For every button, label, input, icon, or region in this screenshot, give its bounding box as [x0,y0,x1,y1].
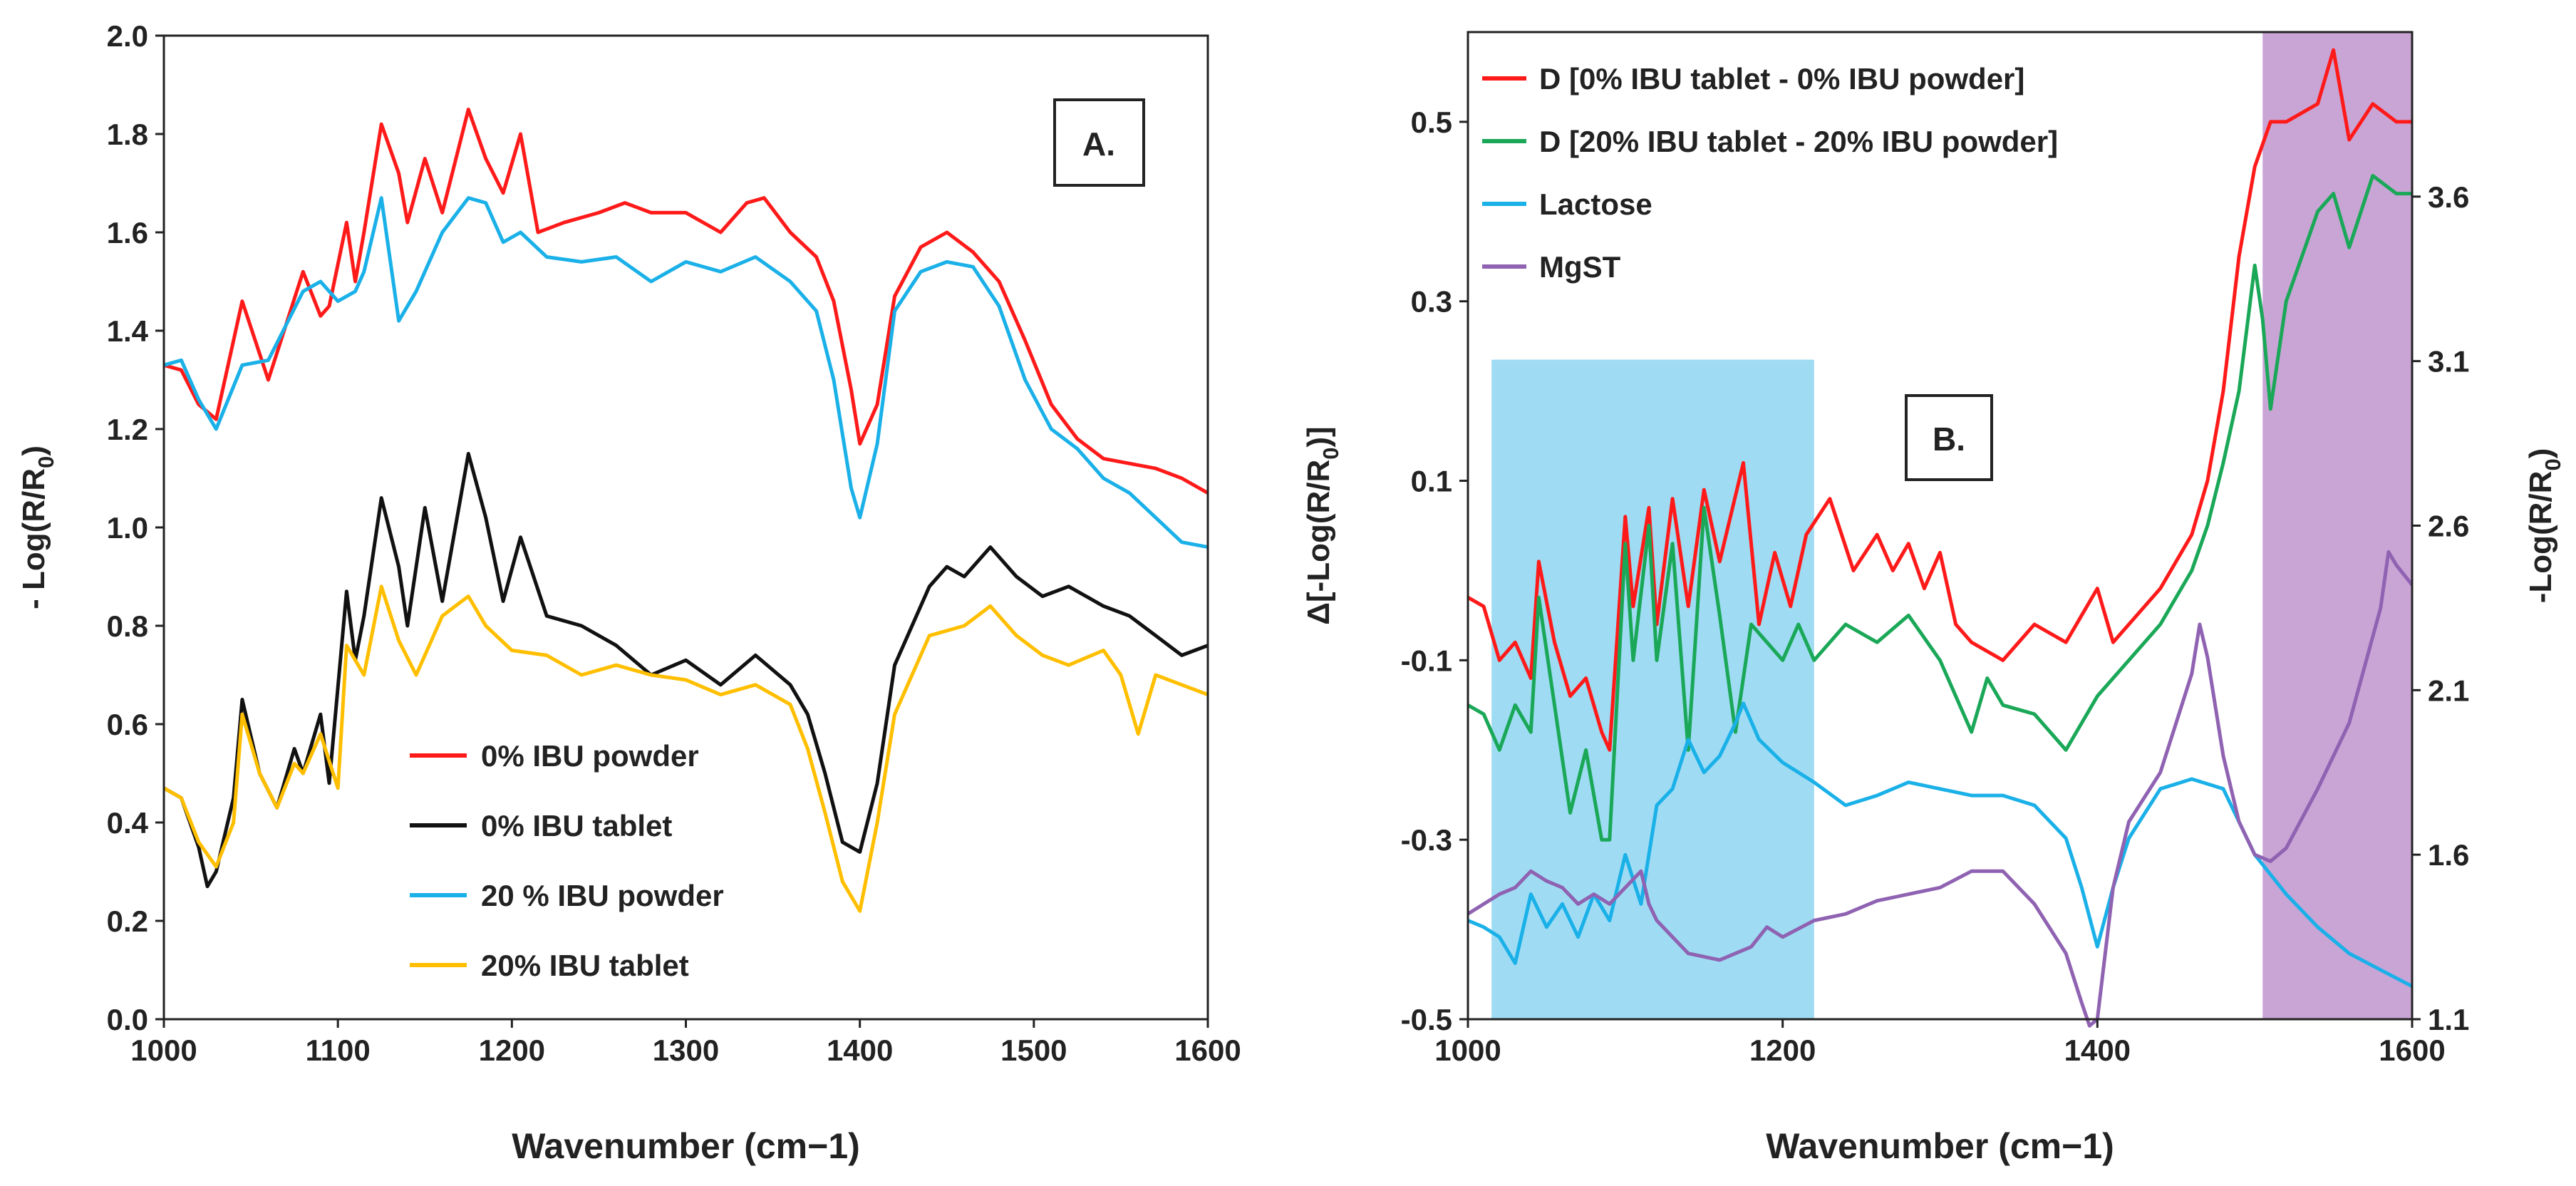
series-line-0-ibu-powder [163,108,1209,495]
series-line-d-0-ibu-tablet-0-ibu-powder [1467,48,2412,752]
y-right-tick-label: 2.6 [2428,510,2469,543]
y-tick-label: 0.6 [107,708,148,741]
x-tick-label: 1600 [2379,1033,2445,1067]
y-tick-label: 1.2 [107,413,148,446]
x-axis-label: Wavenumber (cm−1) [1766,1126,2114,1166]
y-right-tick-label: 3.1 [2428,345,2469,378]
panel-a: 1000 1100 1200 1300 1400 1500 1600 0.0 0.2 0.4 0.6… [16,19,1241,1166]
x-tick-label: 1600 [1174,1033,1241,1067]
series-line-20-ibu-powder [163,196,1209,550]
x-tick-label: 1000 [1434,1033,1501,1067]
y-left-axis-label-main: Δ[-Log(R/R [1301,460,1336,625]
x-tick-label: 1000 [130,1033,197,1067]
legend-label-0-ibu-powder: 0% IBU powder [481,739,699,773]
series-line-0-ibu-tablet [162,452,1209,889]
legend-label-d-20-ibu-tablet-20-ibu-powder: D [20% IBU tablet - 20% IBU powder] [1539,125,2058,158]
y-tick-label: 2.0 [107,19,148,53]
panel-label-box [1053,98,1145,187]
panel-b: 1000 1200 1400 1600 -0.5 -0.3 -0.1 0.1 0.3 0.5 1.1… [1301,31,2565,1166]
y-left-axis-label-sub: 0 [1318,448,1343,460]
x-tick-label: 1200 [479,1033,545,1067]
legend-label-20-ibu-powder: 20 % IBU powder [481,879,724,912]
y-right-tick-label: 1.6 [2428,838,2469,872]
y-left-tick-label: 0.3 [1411,285,1452,319]
y-right-axis-label-main: -Log(R/R [2523,471,2558,604]
y-right-tick-label: 3.6 [2428,180,2469,214]
x-tick-label: 1300 [653,1033,719,1067]
x-axis-label: Wavenumber (cm−1) [512,1126,860,1166]
x-tick-label: 1400 [827,1033,893,1067]
x-tick-label: 1100 [306,1033,371,1067]
y-tick-label: 0.8 [107,609,148,643]
y-right-axis-label: -Log(R/R0) [2523,448,2565,604]
series-line-d-20-ibu-tablet-20-ibu-powder [1467,174,2412,842]
y-axis-label-main: - Log(R/R [16,468,51,609]
y-left-axis-label: Δ[-Log(R/R0)] [1301,426,1343,624]
x-tick-label: 1200 [1749,1033,1816,1067]
panel-label-box [1905,394,1993,481]
y-left-tick-label: -0.1 [1401,644,1452,677]
y-left-tick-label: 0.5 [1411,105,1452,139]
legend-label-lactose: Lactose [1539,187,1652,221]
y-left-tick-label: -0.3 [1401,823,1452,857]
y-tick-label: 1.4 [107,314,149,348]
y-right-tick-label: 1.1 [2428,1003,2469,1036]
y-left-tick-label: -0.5 [1401,1003,1452,1036]
highlight-region-1 [1491,359,1814,1019]
plot-frame [162,34,1209,1021]
panel-label: B. [1933,421,1965,458]
series-line-20-ibu-tablet [162,584,1209,913]
y-left-axis-label-close: )] [1301,426,1336,447]
series-line-mgst [1467,550,2414,1028]
series-line-lactose [1467,701,2414,989]
y-axis-label-sub: 0 [33,456,58,468]
y-right-axis-label-close: ) [2523,448,2558,459]
panel-label: A. [1082,125,1115,163]
y-tick-label: 1.6 [107,216,148,249]
y-tick-label: 0.2 [107,904,148,938]
y-right-tick-label: 2.1 [2428,674,2469,707]
y-tick-label: 0.4 [107,806,149,840]
legend-label-20-ibu-tablet: 20% IBU tablet [481,949,689,982]
y-left-tick-label: 0.1 [1411,465,1452,498]
y-right-axis-label-sub: 0 [2540,458,2565,470]
y-tick-label: 0.0 [107,1003,148,1036]
legend-label-mgst: MgST [1539,250,1621,284]
legend-label-0-ibu-tablet: 0% IBU tablet [481,809,672,842]
y-tick-label: 1.0 [107,511,148,545]
y-axis-label-close: ) [16,445,51,456]
y-axis-label: - Log(R/R0) [16,445,58,609]
y-tick-label: 1.8 [107,118,148,151]
x-tick-label: 1500 [1000,1033,1067,1067]
highlight-region-2 [2262,32,2412,1019]
legend-label-d-0-ibu-tablet-0-ibu-powder: D [0% IBU tablet - 0% IBU powder] [1539,62,2024,96]
x-tick-label: 1400 [2064,1033,2131,1067]
